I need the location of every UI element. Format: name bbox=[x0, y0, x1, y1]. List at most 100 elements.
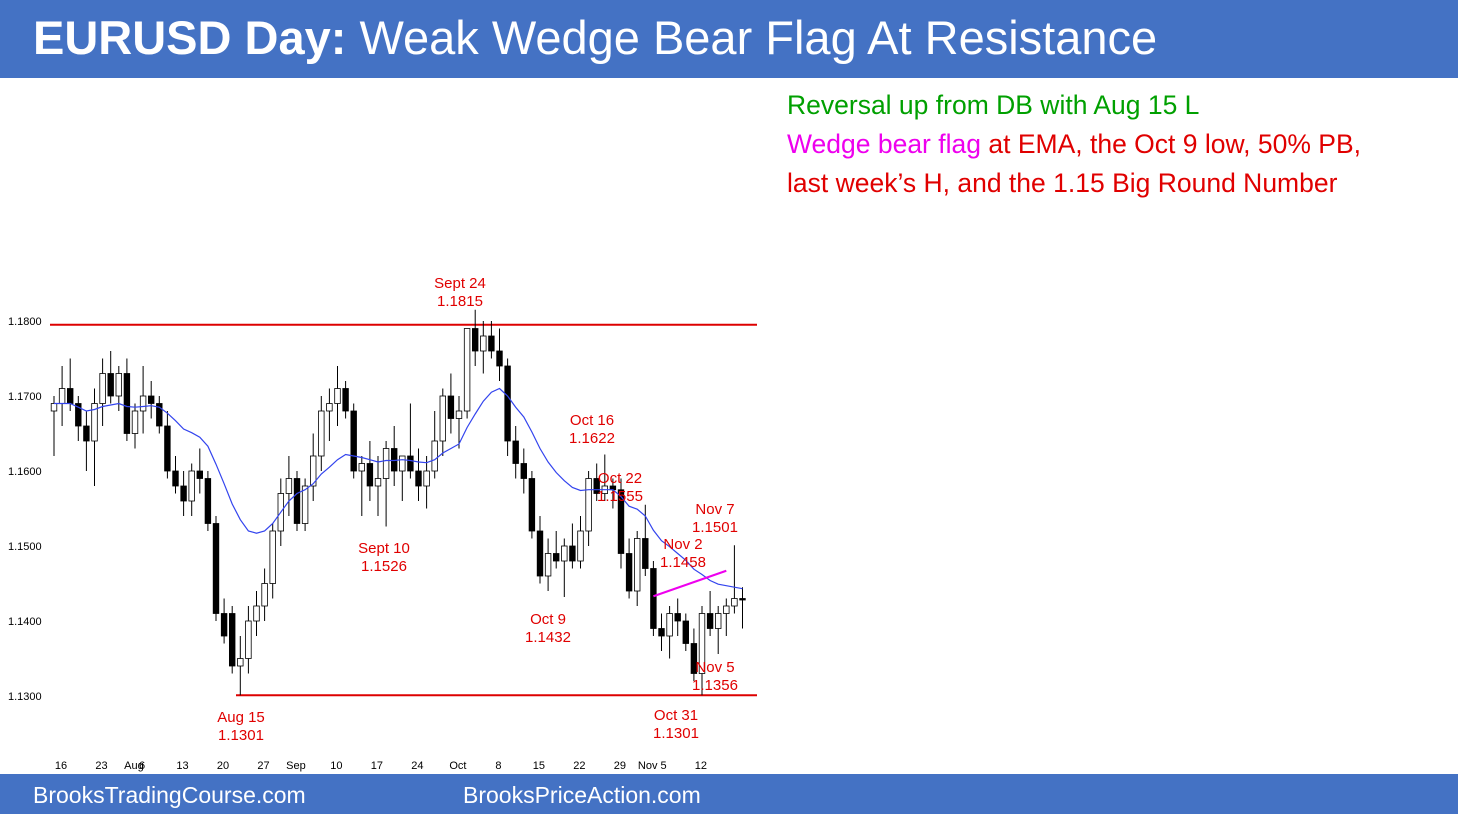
candle-body bbox=[91, 403, 98, 442]
candle bbox=[577, 516, 584, 569]
candle bbox=[164, 411, 171, 479]
candle bbox=[326, 388, 333, 441]
candle bbox=[512, 426, 519, 479]
candle-body bbox=[617, 489, 625, 554]
annotation-price: 1.1432 bbox=[525, 629, 571, 646]
candle-body bbox=[698, 613, 706, 674]
price-chart: 1.1300 1.1400 1.1500 1.1600 1.1700 1.1800 16 2… bbox=[8, 275, 757, 772]
candle bbox=[172, 456, 179, 494]
annotation: Oct 161.1622 bbox=[569, 412, 615, 447]
candle-body bbox=[285, 478, 293, 494]
footer-bar: BrooksTradingCourse.com BrooksPriceActio… bbox=[0, 774, 1458, 814]
y-tick-label: 1.1600 bbox=[8, 466, 42, 478]
candle-body bbox=[75, 403, 82, 427]
x-tick-label: 16 bbox=[55, 760, 67, 772]
annotation: Aug 151.1301 bbox=[217, 709, 265, 744]
candle-body bbox=[366, 463, 374, 487]
candle bbox=[147, 381, 155, 419]
candle-body bbox=[293, 478, 301, 524]
candle-body bbox=[455, 410, 463, 419]
candle-body bbox=[682, 620, 689, 644]
candle-body bbox=[423, 470, 430, 487]
candle bbox=[520, 448, 527, 494]
candle bbox=[390, 426, 398, 486]
candle bbox=[261, 568, 268, 621]
candle bbox=[698, 606, 706, 696]
candle bbox=[569, 523, 576, 569]
candle bbox=[706, 591, 714, 636]
candle bbox=[666, 606, 673, 659]
candle bbox=[75, 396, 82, 441]
candle bbox=[180, 471, 187, 516]
chart-title: EURUSD Day: Weak Wedge Bear Flag At Resi… bbox=[33, 10, 1157, 66]
candle bbox=[715, 606, 722, 654]
candle-body bbox=[99, 373, 106, 404]
annotation-price: 1.1301 bbox=[218, 727, 264, 744]
candle bbox=[536, 516, 544, 584]
candle-body bbox=[715, 613, 722, 629]
x-tick-label: 8 bbox=[495, 760, 501, 772]
candle-body bbox=[212, 523, 220, 614]
candle-body bbox=[480, 335, 487, 352]
commentary-line-1: Reversal up from DB with Aug 15 L bbox=[787, 90, 1200, 120]
annotation: Sept 101.1526 bbox=[358, 540, 410, 575]
candle bbox=[188, 463, 195, 516]
candle bbox=[488, 321, 495, 359]
candle bbox=[528, 471, 536, 539]
candle-body bbox=[139, 395, 147, 412]
x-tick-label: 15 bbox=[533, 760, 545, 772]
candle-body bbox=[188, 470, 195, 502]
candle-body bbox=[334, 388, 341, 404]
commentary: Reversal up from DB with Aug 15 L Wedge … bbox=[787, 86, 1361, 203]
candle-body bbox=[439, 395, 446, 442]
candle-body bbox=[228, 613, 236, 667]
annotation-price: 1.1356 bbox=[692, 677, 738, 694]
y-tick-label: 1.1700 bbox=[8, 391, 42, 403]
candle bbox=[204, 471, 212, 531]
candle-body bbox=[577, 530, 584, 562]
annotation-price: 1.1301 bbox=[653, 725, 699, 742]
annotation-price: 1.1501 bbox=[692, 519, 738, 536]
candle bbox=[293, 471, 301, 531]
candle bbox=[334, 366, 341, 426]
x-tick-label: 22 bbox=[573, 760, 585, 772]
candle bbox=[723, 598, 730, 636]
y-tick-label: 1.1500 bbox=[8, 541, 42, 553]
x-tick-label: 17 bbox=[371, 760, 383, 772]
candle bbox=[439, 388, 446, 456]
candle bbox=[58, 366, 66, 426]
candle-body bbox=[536, 530, 544, 577]
candle-body bbox=[50, 403, 58, 412]
x-tick-label: 6 bbox=[139, 760, 145, 772]
candle bbox=[682, 613, 689, 651]
candle bbox=[399, 455, 406, 501]
candle bbox=[139, 366, 147, 434]
candle bbox=[131, 403, 139, 449]
candle bbox=[561, 538, 568, 597]
annotation-date: Oct 16 bbox=[570, 412, 614, 429]
candle bbox=[447, 373, 455, 434]
candle-body bbox=[358, 463, 365, 472]
candle bbox=[739, 587, 746, 629]
commentary-line-2-rest: at EMA, the Oct 9 low, 50% PB, bbox=[988, 129, 1362, 159]
ema bbox=[54, 387, 743, 590]
candle bbox=[301, 478, 309, 531]
annotation: Oct 311.1301 bbox=[653, 707, 699, 742]
candle-body bbox=[447, 395, 455, 419]
candle bbox=[107, 351, 114, 404]
candle bbox=[212, 516, 220, 621]
candle-body bbox=[731, 598, 738, 607]
footer-link-brookstradingcourse[interactable]: BrooksTradingCourse.com bbox=[33, 782, 306, 808]
candle-body bbox=[399, 455, 406, 472]
candle bbox=[431, 411, 438, 479]
annotation: Oct 91.1432 bbox=[525, 611, 571, 646]
horizontal-levels bbox=[50, 323, 757, 697]
candle-body bbox=[196, 470, 203, 479]
candle bbox=[634, 531, 641, 606]
candle-body bbox=[463, 328, 471, 412]
candle-body bbox=[674, 613, 681, 622]
candle-body bbox=[180, 485, 187, 502]
footer-link-brookspriceaction[interactable]: BrooksPriceAction.com bbox=[463, 782, 701, 808]
candle bbox=[496, 328, 503, 381]
